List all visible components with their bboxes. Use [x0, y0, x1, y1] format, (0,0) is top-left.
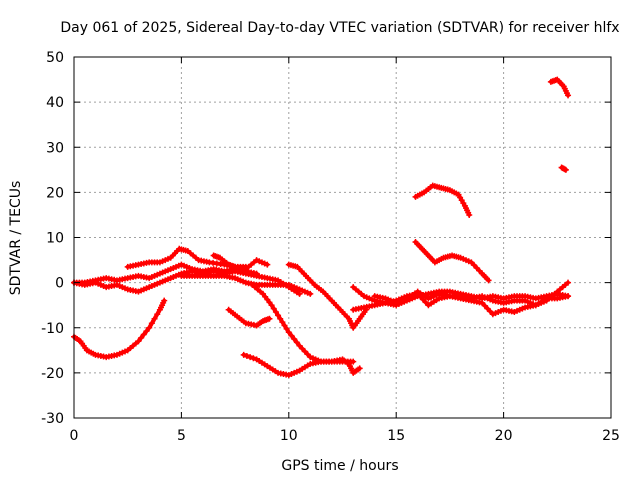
grid — [74, 57, 611, 418]
data-point — [565, 279, 572, 286]
data-point — [350, 358, 357, 365]
series-arc-13 — [371, 288, 572, 318]
data-point — [279, 319, 286, 326]
y-tick-label: 30 — [46, 140, 64, 156]
data-point — [154, 311, 161, 318]
x-tick-label: 20 — [495, 428, 513, 444]
y-tick-label: 50 — [46, 50, 64, 66]
data-point — [135, 338, 142, 345]
x-tick-label: 10 — [280, 428, 298, 444]
data-point — [140, 331, 147, 338]
data-point — [356, 365, 363, 372]
data-point — [148, 320, 155, 327]
data-point — [146, 324, 153, 331]
x-tick-label: 25 — [602, 428, 620, 444]
data-point — [466, 211, 473, 218]
data-point — [243, 352, 250, 359]
data-point — [161, 297, 168, 304]
series-arc-14 — [412, 239, 492, 284]
data-point — [268, 302, 275, 309]
data-point — [143, 328, 150, 335]
y-tick-label: 20 — [46, 185, 64, 201]
series-arc-4 — [210, 252, 271, 273]
data-point — [293, 339, 300, 346]
y-tick-label: -10 — [41, 321, 64, 337]
y-axis-label: SDTVAR / TECUs — [8, 181, 24, 296]
data-point — [270, 305, 277, 312]
data-point — [138, 334, 145, 341]
data-point — [253, 270, 260, 277]
data-point — [272, 308, 279, 315]
series-arc-15 — [412, 182, 473, 218]
data-point — [277, 315, 284, 322]
y-tick-label: -20 — [41, 366, 64, 382]
y-tick-label: 10 — [46, 231, 64, 247]
data-point — [247, 354, 254, 361]
data-point — [307, 290, 314, 297]
x-axis-label: GPS time / hours — [281, 458, 398, 474]
series-arc-12 — [350, 288, 572, 313]
data-point — [485, 277, 492, 284]
data-point — [288, 332, 295, 339]
data-point — [565, 293, 572, 300]
axis-ticks: 0 5 10 15 20 25 -30 -20 -10 0 10 20 30 40 50 — [41, 50, 620, 444]
data-point — [151, 315, 158, 322]
data-point — [285, 329, 292, 336]
x-tick-label: 5 — [177, 428, 186, 444]
data-point — [250, 355, 257, 362]
data-point — [266, 315, 273, 322]
data-point — [281, 322, 288, 329]
data-point — [562, 166, 569, 173]
data-point — [283, 325, 290, 332]
series-arc-10 — [285, 261, 370, 331]
data-point — [565, 92, 572, 99]
data-point — [291, 336, 298, 343]
series-arc-17 — [558, 164, 569, 173]
data-point — [275, 312, 282, 319]
x-tick-label: 15 — [387, 428, 405, 444]
series-arc-7 — [225, 306, 273, 329]
data-point — [240, 351, 247, 358]
data-point — [264, 261, 271, 268]
series-arc-16 — [547, 76, 572, 99]
chart-title: Day 061 of 2025, Sidereal Day-to-day VTE… — [60, 20, 619, 36]
series-arc-5 — [178, 272, 314, 297]
y-tick-label: 0 — [55, 276, 64, 292]
y-tick-label: 40 — [46, 95, 64, 111]
x-tick-label: 0 — [70, 428, 79, 444]
series-arc-9 — [249, 281, 357, 365]
series-arc-6 — [71, 297, 168, 361]
y-tick-label: -30 — [41, 411, 64, 427]
